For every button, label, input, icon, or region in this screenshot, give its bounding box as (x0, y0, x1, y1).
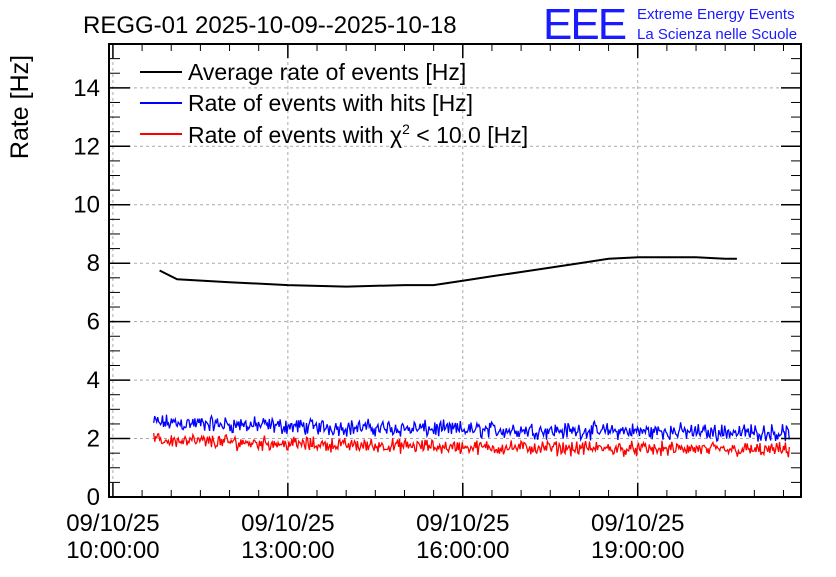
legend-label-hits: Rate of events with hits [Hz] (188, 90, 473, 116)
axis-ticks (110, 43, 801, 498)
y-axis-label: Rate [Hz] (6, 55, 34, 159)
series-average-line (159, 256, 737, 288)
x-tick-label-date: 09/10/25 (416, 510, 509, 537)
legend-label-chi2: Rate of events with χ2 < 10.0 [Hz] (188, 121, 528, 148)
y-tick-label: 4 (87, 367, 100, 394)
x-tick-label-time: 10:00:00 (66, 537, 159, 564)
y-tick-label: 2 (87, 426, 100, 453)
y-tick-label: 10 (73, 192, 100, 219)
logo-line-1: Extreme Energy Events (637, 6, 795, 23)
x-tick-label-date: 09/10/25 (66, 510, 159, 537)
legend-chi2-symbol: χ (390, 122, 402, 148)
chart-title: REGG-01 2025-10-09--2025-10-18 (83, 12, 457, 39)
x-tick-labels: 09/10/2510:00:0009/10/2513:00:0009/10/25… (66, 510, 684, 564)
legend-chi2-prefix: Rate of events with (188, 122, 390, 148)
logo-line-2: La Scienza nelle Scuole (637, 26, 797, 43)
x-tick-label-date: 09/10/25 (241, 510, 334, 537)
y-tick-label: 8 (87, 250, 100, 277)
series-hits-line (153, 413, 790, 443)
legend-chi2-suffix: < 10.0 [Hz] (410, 122, 528, 148)
eee-logo: EEE Extreme Energy Events La Scienza nel… (543, 0, 797, 49)
legend-label-average: Average rate of events [Hz] (188, 59, 466, 85)
logo-wordmark: EEE (543, 0, 626, 49)
series-chi2-line (153, 432, 790, 458)
plot-frame (108, 43, 802, 498)
legend-chi2-superscript: 2 (402, 121, 410, 137)
y-tick-label: 0 (87, 484, 100, 511)
x-tick-label-time: 16:00:00 (416, 537, 509, 564)
x-tick-label-time: 19:00:00 (591, 537, 684, 564)
y-tick-label: 6 (87, 309, 100, 336)
x-tick-label-date: 09/10/25 (591, 510, 684, 537)
y-tick-label: 14 (73, 75, 100, 102)
y-tick-label: 12 (73, 133, 100, 160)
data-series (153, 256, 790, 458)
x-tick-label-time: 13:00:00 (241, 537, 334, 564)
y-tick-labels: 0 2 4 6 8 10 12 14 (73, 75, 100, 511)
legend: Average rate of events [Hz] Rate of even… (140, 59, 528, 148)
